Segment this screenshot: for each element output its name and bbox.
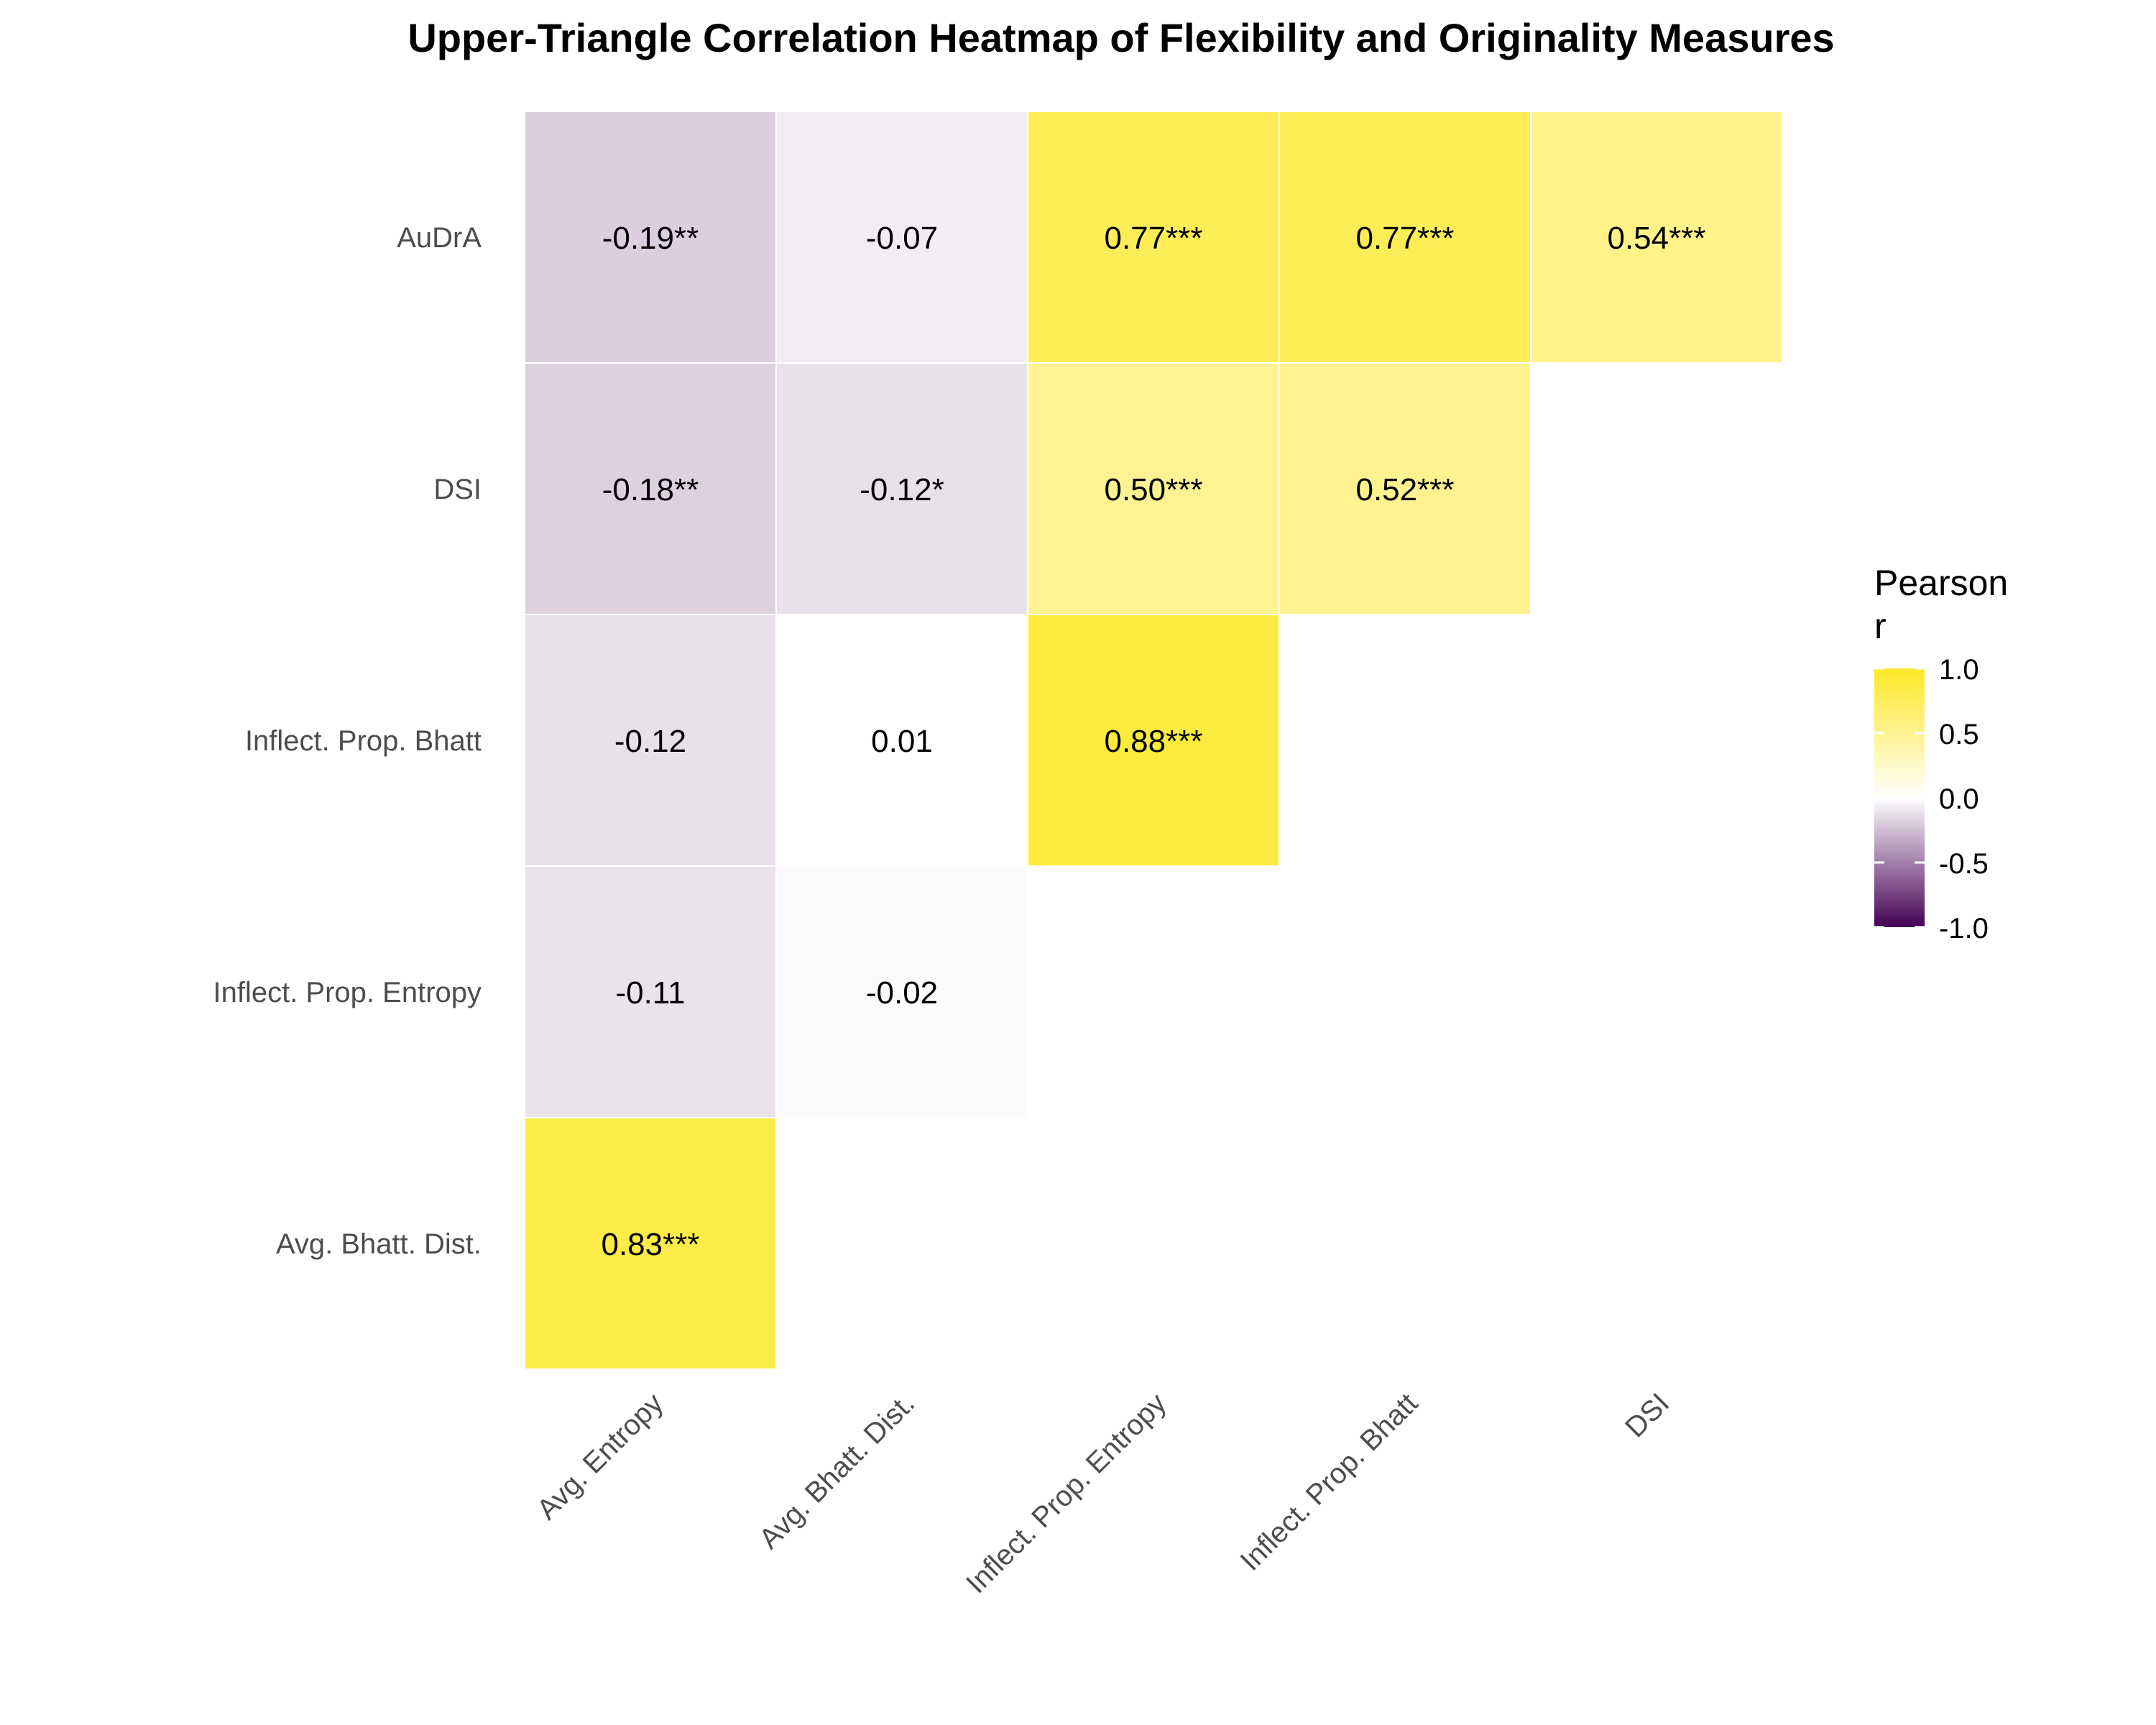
heatmap-cells [524, 111, 1783, 1370]
cell-value-label: -0.07 [866, 221, 938, 256]
cell-value-label: 0.52*** [1355, 472, 1454, 507]
heatmap-cell-audra-avg-entropy [524, 111, 777, 364]
heatmap-cell-audra-inflect-prop-entropy [1027, 111, 1280, 364]
heatmap-cell-inflect-prop-bhatt-inflect-prop-entropy [1027, 614, 1280, 867]
legend-title-line: Pearson [1874, 563, 2008, 603]
legend-tick-label: -0.5 [1939, 848, 1989, 880]
y-tick-label-dsi: DSI [433, 474, 482, 505]
x-tick-label-inflect-prop-entropy: Inflect. Prop. Entropy [960, 1387, 1172, 1599]
heatmap-cell-labels: -0.19** -0.07 0.77*** 0.77*** 0.54*** -0.18**… [601, 221, 1705, 1262]
heatmap-cell-audra-inflect-prop-bhatt [1279, 111, 1531, 364]
cell-value-label: -0.02 [866, 975, 938, 1011]
cell-value-label: -0.19** [602, 221, 699, 256]
x-tick-label-avg-bhatt-dist: Avg. Bhatt. Dist. [753, 1387, 921, 1555]
heatmap-cell-dsi-avg-bhatt-dist [775, 362, 1028, 615]
heatmap-cell-audra-avg-bhatt-dist [775, 111, 1028, 364]
heatmap-cell-audra-dsi [1530, 111, 1783, 364]
cell-value-label: 0.54*** [1607, 221, 1705, 256]
cell-value-label: 0.77*** [1104, 221, 1202, 256]
cell-value-label: 0.01 [871, 724, 933, 759]
heatmap-cell-inflect-prop-entropy-avg-entropy [524, 865, 777, 1118]
legend-tick-label: 1.0 [1939, 654, 1979, 686]
heatmap-cell-dsi-inflect-prop-entropy [1027, 362, 1280, 615]
heatmap-cell-inflect-prop-bhatt-avg-entropy [524, 614, 777, 867]
cell-value-label: 0.88*** [1104, 724, 1202, 759]
legend-tick-label: 0.0 [1939, 783, 1979, 815]
y-tick-label-avg-bhatt-dist: Avg. Bhatt. Dist. [276, 1228, 482, 1260]
legend-tick-label: 0.5 [1939, 719, 1979, 750]
x-tick-label-avg-entropy: Avg. Entropy [531, 1387, 670, 1526]
cell-value-label: 0.77*** [1355, 221, 1454, 256]
heatmap-cell-dsi-inflect-prop-bhatt [1279, 362, 1531, 615]
cell-value-label: -0.12 [614, 724, 686, 759]
y-tick-label-inflect-prop-bhatt: Inflect. Prop. Bhatt [245, 725, 482, 757]
x-tick-label-dsi: DSI [1619, 1387, 1675, 1443]
x-axis-tick-labels: Avg. Entropy Avg. Bhatt. Dist. Inflect. Pr… [531, 1387, 1676, 1599]
legend-title-line: r [1874, 606, 1886, 646]
cell-value-label: 0.50*** [1104, 472, 1202, 507]
heatmap-cell-dsi-avg-entropy [524, 362, 777, 615]
heatmap-cell-inflect-prop-entropy-avg-bhatt-dist [775, 865, 1028, 1118]
cell-value-label: -0.12* [860, 472, 944, 507]
y-tick-label-audra: AuDrA [397, 222, 482, 254]
heatmap-cell-avg-bhatt-dist-avg-entropy [524, 1117, 777, 1370]
y-axis-tick-labels: AuDrA DSI Inflect. Prop. Bhatt Inflect. Pro… [213, 222, 482, 1260]
legend-tick-label: -1.0 [1939, 913, 1989, 944]
x-tick-label-inflect-prop-bhatt: Inflect. Prop. Bhatt [1235, 1387, 1424, 1577]
cell-value-label: 0.83*** [601, 1227, 699, 1262]
cell-value-label: -0.11 [615, 975, 685, 1011]
cell-value-label: -0.18** [602, 472, 699, 507]
chart-title: Upper-Triangle Correlation Heatmap of Fl… [407, 15, 1834, 60]
y-tick-label-inflect-prop-entropy: Inflect. Prop. Entropy [213, 977, 482, 1008]
